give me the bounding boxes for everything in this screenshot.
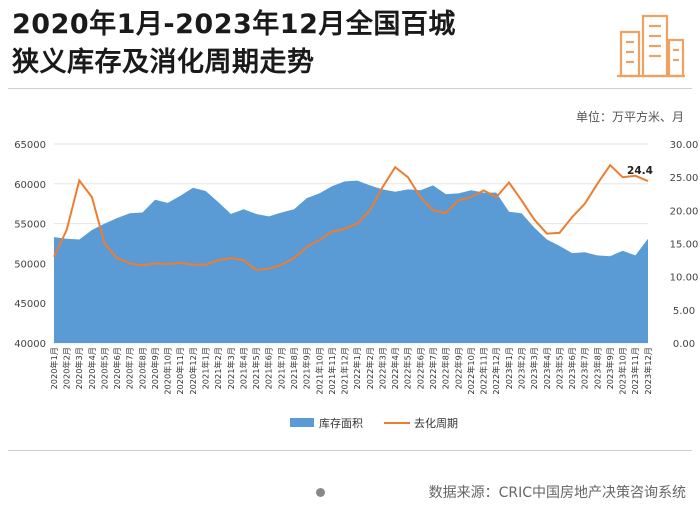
y-right-tick-label: 0.00 — [673, 339, 695, 350]
y-right-tick-label: 10.00 — [670, 273, 699, 284]
y-left-tick-label: 55000 — [14, 220, 46, 231]
x-tick-label: 2021年3月 — [226, 347, 236, 389]
unit-label: 单位：万平方米、月 — [575, 110, 684, 124]
title-line-1: 2020年1月-2023年12月全国百城 — [12, 9, 456, 40]
x-tick-label: 2021年4月 — [238, 347, 248, 389]
x-tick-label: 2020年9月 — [150, 347, 160, 389]
x-tick-label: 2023年11月 — [630, 347, 640, 395]
y-left-tick-label: 45000 — [14, 299, 46, 310]
y-right-tick-label: 30.00 — [670, 140, 699, 151]
x-tick-label: 2022年1月 — [352, 347, 362, 389]
x-tick-label: 2020年12月 — [188, 347, 198, 395]
bullet-dot — [316, 488, 325, 497]
legend-swatch-area — [290, 418, 314, 427]
x-tick-label: 2021年1月 — [201, 347, 211, 389]
x-tick-label: 2022年2月 — [365, 347, 375, 389]
legend-label: 库存面积 — [319, 416, 363, 430]
x-tick-label: 2022年11月 — [479, 347, 489, 395]
y-left-tick-label: 50000 — [14, 259, 46, 270]
x-tick-label: 2023年2月 — [516, 347, 526, 389]
x-tick-label: 2022年6月 — [415, 347, 425, 389]
y-right-tick-label: 20.00 — [670, 206, 699, 217]
x-tick-label: 2022年9月 — [453, 347, 463, 389]
x-tick-label: 2022年8月 — [441, 347, 451, 389]
x-tick-label: 2020年3月 — [74, 347, 84, 389]
x-tick-label: 2023年8月 — [592, 347, 602, 389]
x-tick-label: 2022年5月 — [403, 347, 413, 389]
x-tick-label: 2022年10月 — [466, 347, 476, 395]
x-tick-label: 2023年6月 — [567, 347, 577, 389]
building-icon — [617, 14, 685, 78]
data-label-last: 24.4 — [627, 165, 653, 177]
x-tick-label: 2023年1月 — [504, 347, 514, 389]
x-tick-label: 2021年7月 — [276, 347, 286, 389]
x-tick-label: 2020年8月 — [137, 347, 147, 389]
x-tick-label: 2021年12月 — [340, 347, 350, 395]
y-right-tick-label: 25.00 — [670, 173, 699, 184]
x-tick-label: 2021年9月 — [302, 347, 312, 389]
y-right-tick-label: 5.00 — [673, 306, 695, 317]
x-tick-label: 2021年8月 — [289, 347, 299, 389]
series-area-库存面积 — [54, 180, 648, 343]
x-tick-label: 2020年10月 — [163, 347, 173, 395]
y-left-tick-label: 65000 — [14, 140, 46, 151]
x-tick-label: 2023年5月 — [554, 347, 564, 389]
y-right-tick-label: 15.00 — [670, 240, 699, 251]
x-tick-label: 2020年5月 — [99, 347, 109, 389]
series-line-去化周期 — [53, 163, 649, 272]
x-tick-label: 2023年12月 — [643, 347, 653, 395]
x-tick-label: 2023年3月 — [529, 347, 539, 389]
title-line-2: 狭义库存及消化周期走势 — [12, 47, 315, 78]
source-label: 数据来源：CRIC中国房地产决策咨询系统 — [428, 485, 686, 501]
x-tick-label: 2021年5月 — [251, 347, 261, 389]
x-tick-label: 2020年11月 — [175, 347, 185, 395]
x-tick-label: 2021年11月 — [327, 347, 337, 395]
y-left-tick-label: 40000 — [14, 339, 46, 350]
title-divider — [8, 88, 692, 89]
x-tick-label: 2022年3月 — [377, 347, 387, 389]
x-tick-label: 2020年7月 — [125, 347, 135, 389]
x-tick-label: 2022年12月 — [491, 347, 501, 395]
x-tick-label: 2023年9月 — [605, 347, 615, 389]
x-tick-label: 2020年2月 — [62, 347, 72, 389]
x-tick-label: 2023年4月 — [542, 347, 552, 389]
page-title: 2020年1月-2023年12月全国百城 狭义库存及消化周期走势 — [12, 6, 456, 82]
footer-divider — [8, 450, 692, 451]
x-tick-label: 2020年1月 — [49, 347, 59, 389]
x-tick-label: 2023年7月 — [580, 347, 590, 389]
x-tick-label: 2020年6月 — [112, 347, 122, 389]
x-tick-label: 2021年6月 — [264, 347, 274, 389]
x-tick-label: 2022年7月 — [428, 347, 438, 389]
x-tick-label: 2021年2月 — [213, 347, 223, 389]
chart: 40000 45000 50000 55000 60000 65000 0.00 5.00 10… — [14, 140, 699, 430]
x-tick-label: 2022年4月 — [390, 347, 400, 389]
x-tick-label: 2021年10月 — [314, 347, 324, 395]
y-left-tick-label: 60000 — [14, 180, 46, 191]
legend-label: 去化周期 — [414, 416, 458, 430]
x-tick-label: 2023年10月 — [618, 347, 628, 395]
x-tick-label: 2020年4月 — [87, 347, 97, 389]
